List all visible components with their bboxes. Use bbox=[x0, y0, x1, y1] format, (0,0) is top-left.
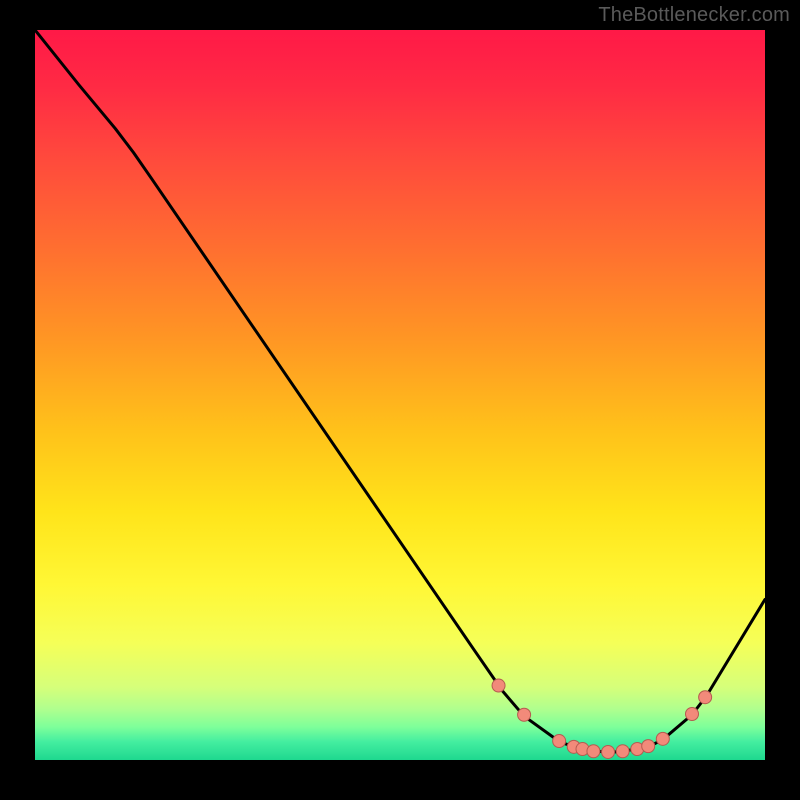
plot-area bbox=[35, 30, 765, 760]
data-marker bbox=[492, 679, 505, 692]
gradient-background bbox=[35, 30, 765, 760]
data-marker bbox=[656, 732, 669, 745]
chart-frame: TheBottlenecker.com bbox=[0, 0, 800, 800]
watermark-text: TheBottlenecker.com bbox=[598, 4, 790, 27]
data-marker bbox=[553, 735, 566, 748]
data-marker bbox=[587, 745, 600, 758]
data-marker bbox=[642, 740, 655, 753]
chart-svg bbox=[35, 30, 765, 760]
data-marker bbox=[616, 745, 629, 758]
data-marker bbox=[686, 708, 699, 721]
data-marker bbox=[602, 745, 615, 758]
data-marker bbox=[518, 708, 531, 721]
data-marker bbox=[699, 691, 712, 704]
